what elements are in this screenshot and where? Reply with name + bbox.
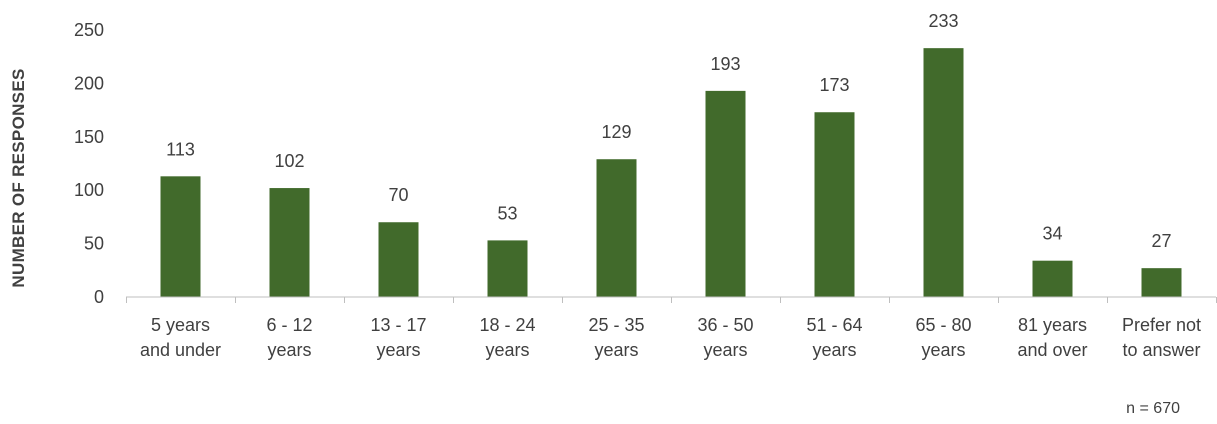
category-label: Prefer not to answer bbox=[1122, 315, 1201, 360]
category-label: 51 - 64 years bbox=[806, 315, 862, 360]
category-label: 36 - 50 years bbox=[697, 315, 753, 360]
data-label: 233 bbox=[928, 11, 958, 31]
y-tick-label: 250 bbox=[74, 20, 104, 40]
bar bbox=[160, 176, 201, 297]
bar bbox=[378, 222, 419, 297]
y-tick-label: 100 bbox=[74, 180, 104, 200]
data-label: 113 bbox=[166, 139, 195, 159]
data-label: 193 bbox=[710, 54, 740, 74]
y-tick-label: 50 bbox=[84, 234, 104, 254]
y-tick-labels: 0 50 100 150 200 250 bbox=[74, 20, 104, 307]
category-label: 6 - 12 years bbox=[266, 315, 312, 360]
bar bbox=[269, 188, 310, 297]
bar bbox=[923, 48, 964, 297]
category-label: 65 - 80 years bbox=[915, 315, 971, 360]
y-tick-label: 0 bbox=[94, 287, 104, 307]
bar bbox=[487, 240, 528, 297]
category-label: 5 years and under bbox=[140, 315, 221, 360]
data-label: 53 bbox=[497, 203, 517, 223]
y-tick-label: 200 bbox=[74, 73, 104, 93]
data-label: 34 bbox=[1042, 224, 1062, 244]
data-label: 102 bbox=[274, 151, 304, 171]
bar bbox=[1032, 260, 1073, 297]
bar bbox=[1141, 268, 1182, 297]
bars bbox=[160, 48, 1182, 298]
data-label: 173 bbox=[819, 75, 849, 95]
bar bbox=[596, 159, 637, 297]
data-label: 129 bbox=[601, 122, 631, 142]
category-label: 25 - 35 years bbox=[588, 315, 644, 360]
category-label: 13 - 17 years bbox=[370, 315, 426, 360]
sample-size-note: n = 670 bbox=[1126, 400, 1180, 417]
y-tick-label: 150 bbox=[74, 127, 104, 147]
y-axis-label: NUMBER OF RESPONSES bbox=[9, 68, 28, 287]
data-label: 70 bbox=[388, 185, 408, 205]
x-tick-marks bbox=[126, 297, 1217, 303]
category-label: 18 - 24 years bbox=[479, 315, 535, 360]
bar bbox=[705, 90, 746, 297]
category-labels: 5 years and under 6 - 12 years 13 - 17 years 1… bbox=[140, 315, 1201, 360]
category-label: 81 years and over bbox=[1017, 315, 1087, 360]
data-label: 27 bbox=[1151, 231, 1171, 251]
bar bbox=[814, 112, 855, 298]
data-labels: 113 102 70 53 129 193 173 233 34 27 bbox=[166, 11, 1171, 251]
